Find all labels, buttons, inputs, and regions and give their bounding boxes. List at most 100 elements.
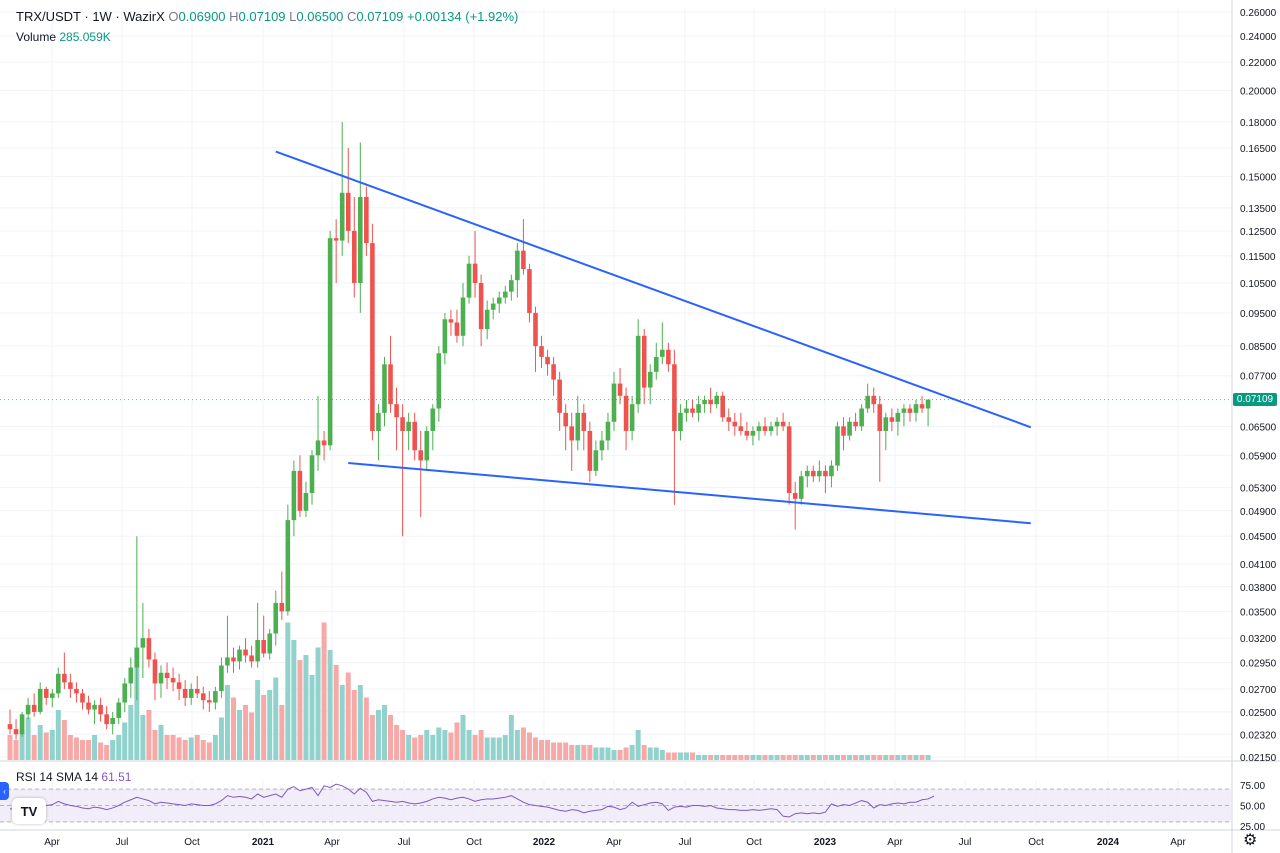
rsi-axis: 75.00 50.00 25.00 (1240, 781, 1265, 833)
price-tick-label: 0.02950 (1240, 658, 1277, 669)
candle-body (213, 691, 218, 703)
candle-body (521, 250, 526, 270)
volume-bar (357, 685, 363, 760)
price-grid (0, 8, 1232, 826)
candle-body (376, 412, 381, 431)
rsi-line (9, 783, 935, 818)
volume-bar (86, 740, 92, 760)
candle-body (406, 421, 411, 431)
volume-bar (514, 730, 520, 760)
rsi-tick-label: 50.00 (1240, 802, 1265, 813)
time-tick-label: 2021 (252, 837, 275, 848)
candle-series (7, 121, 931, 740)
time-tick-label: Oct (1028, 837, 1044, 848)
tradingview-logo[interactable]: TV (12, 798, 46, 824)
volume-bar (714, 755, 720, 760)
volume-bar (49, 730, 55, 760)
volume-bar (683, 752, 689, 760)
price-tick-label: 0.03200 (1240, 634, 1277, 645)
candle-body (43, 688, 49, 698)
candle-body (629, 404, 635, 431)
volume-bar (92, 735, 98, 760)
candle-body (823, 470, 828, 477)
volume-label: Volume (16, 30, 57, 44)
candle-body (194, 688, 200, 694)
volume-bar (267, 690, 273, 760)
volume-bar (128, 705, 134, 760)
candle-body (56, 673, 61, 694)
volume-bar (732, 755, 738, 760)
candle-body (653, 356, 659, 372)
volume-bar (7, 735, 13, 760)
candle-body (762, 426, 768, 431)
volume-bar (255, 680, 261, 760)
volume-bar (279, 705, 285, 760)
rsi-label: RSI 14 SMA 14 (16, 770, 99, 784)
volume-bar (442, 730, 448, 760)
candle-body (647, 371, 653, 388)
volume-bar (720, 755, 726, 760)
volume-bar (508, 715, 514, 760)
volume-bar (98, 742, 104, 760)
candle-body (13, 729, 19, 735)
candle-body (382, 364, 387, 413)
volume-bar (798, 755, 804, 760)
candle-body (98, 704, 103, 715)
volume-bar (804, 755, 810, 760)
volume-bar (520, 727, 526, 760)
candle-body (134, 647, 140, 668)
low-label: L (289, 9, 297, 24)
candle-body (889, 417, 895, 422)
candle-body (448, 319, 454, 323)
volume-bar (744, 755, 750, 760)
volume-bar (762, 755, 768, 760)
volume-bar (865, 755, 871, 760)
candle-body (557, 379, 562, 413)
candle-body (575, 412, 581, 441)
time-tick-label: Jul (679, 837, 692, 848)
candle-body (811, 470, 816, 477)
volume-bar (351, 690, 357, 760)
candle-body (690, 408, 695, 413)
candle-body (267, 633, 273, 654)
candle-body (684, 408, 689, 413)
volume-bar (345, 672, 351, 760)
volume-bar (303, 655, 309, 760)
candle-body (527, 269, 532, 313)
volume-bar (708, 755, 714, 760)
chevron-left-icon[interactable]: ‹ (0, 782, 9, 800)
symbol-title[interactable]: TRX/USDT · 1W · WazirX (16, 9, 165, 24)
volume-bar (828, 755, 834, 760)
price-tick-label: 0.12500 (1240, 227, 1277, 238)
volume-legend[interactable]: Volume 285.059K (16, 30, 111, 44)
candle-body (901, 408, 907, 413)
candle-body (925, 399, 931, 409)
price-tick-label: 0.15000 (1240, 172, 1277, 183)
price-tick-label: 0.22000 (1240, 58, 1277, 69)
volume-bar (653, 747, 659, 760)
candle-body (877, 404, 883, 431)
price-tick-label: 0.02700 (1240, 685, 1277, 696)
gear-icon[interactable]: ⚙ (1243, 832, 1258, 849)
candle-body (309, 455, 315, 494)
volume-bar (55, 710, 61, 760)
volume-bar (611, 750, 617, 760)
volume-bar (593, 747, 599, 760)
time-tick-label: Jul (959, 837, 972, 848)
candle-body (424, 430, 430, 461)
time-tick-label: Oct (466, 837, 482, 848)
candle-body (333, 238, 339, 241)
volume-bar (702, 755, 708, 760)
candle-body (261, 640, 266, 654)
time-tick-label: Oct (184, 837, 200, 848)
volume-bar (810, 755, 816, 760)
candle-body (7, 724, 13, 730)
candle-body (913, 404, 919, 413)
candle-body (49, 693, 55, 698)
rsi-legend[interactable]: RSI 14 SMA 14 61.51 (16, 770, 131, 784)
candle-body (599, 440, 605, 451)
candle-body (496, 297, 502, 304)
candle-body (611, 383, 617, 422)
candle-body (237, 649, 242, 662)
